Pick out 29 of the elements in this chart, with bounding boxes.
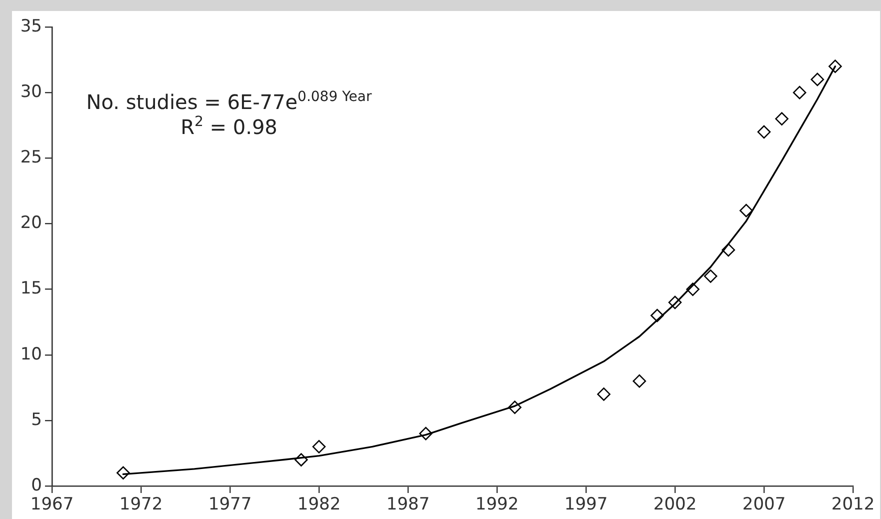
y-tick-label: 25: [20, 148, 42, 168]
x-tick-label: 2007: [742, 494, 786, 515]
x-tick-label: 1967: [30, 494, 74, 515]
x-tick-label: 1982: [297, 494, 341, 515]
x-tick-label: 1972: [119, 494, 163, 515]
x-tick-label: 2002: [653, 494, 697, 515]
y-tick-label: 30: [20, 82, 42, 102]
point: [792, 86, 806, 100]
point: [775, 112, 788, 126]
point: [632, 374, 646, 388]
point: [810, 72, 824, 86]
x-tick-label: 1992: [475, 494, 519, 515]
point: [757, 125, 771, 139]
y-tick-label: 35: [20, 16, 42, 36]
x-tick-label: 1997: [564, 494, 608, 515]
y-tick-label: 10: [20, 344, 42, 364]
y-tick-label: 20: [20, 213, 42, 234]
point: [597, 388, 610, 401]
point: [740, 204, 753, 218]
x-tick-label: 1977: [208, 494, 252, 515]
annotation: R$^{2}$ = 0.98: [180, 114, 278, 140]
y-tick-label: 0: [31, 475, 42, 496]
y-tick-label: 15: [20, 278, 42, 299]
x-tick-label: 1987: [386, 494, 430, 515]
x-tick-label: 2012: [831, 494, 875, 515]
point: [704, 270, 718, 283]
annotation: No. studies = 6E-77e$^{0.089 Year}$: [85, 89, 373, 115]
y-tick-label: 5: [31, 410, 42, 430]
point: [312, 440, 326, 454]
